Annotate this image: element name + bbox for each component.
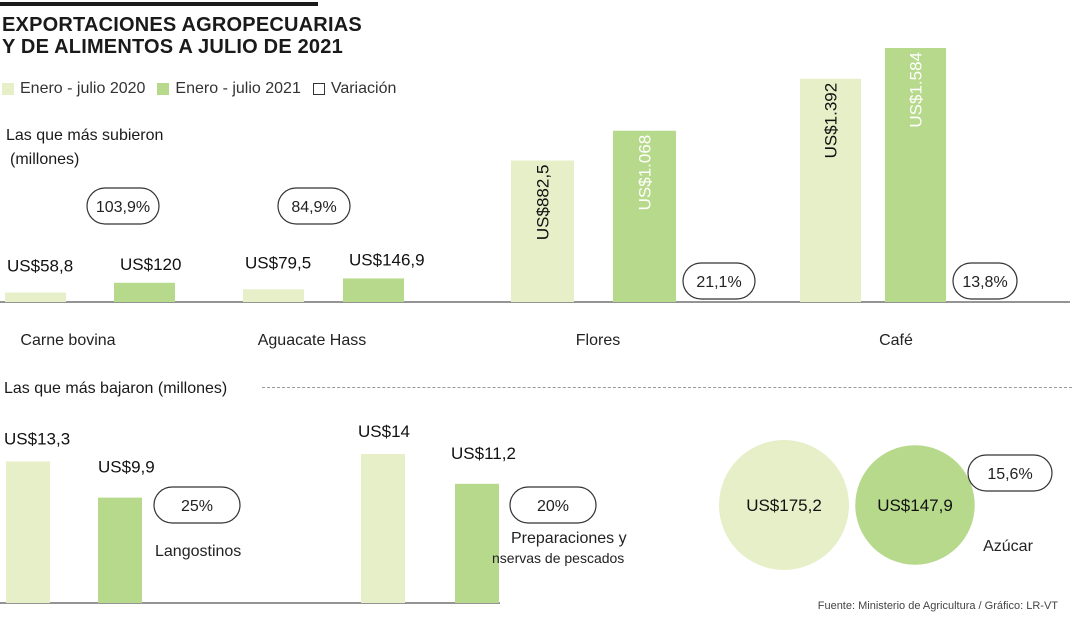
value-label-2020-0: US$58,8	[7, 257, 73, 276]
variation-0-label: 103,9%	[96, 199, 150, 216]
bar-2021-3	[885, 48, 946, 302]
legend-label-variation: Variación	[330, 80, 397, 97]
value-label-2021-2: US$1.068	[636, 135, 655, 211]
legend-label-2021: Enero - julio 2021	[175, 80, 301, 97]
down-value-label-2020-1: US$14	[358, 422, 410, 441]
bar-2021-2	[613, 130, 676, 302]
legend-swatch-2021	[157, 83, 170, 95]
value-label-2021-0: US$120	[120, 255, 181, 274]
down-variation-1-label: 20%	[537, 498, 569, 515]
down-value-label-2020-0: US$13,3	[4, 429, 70, 448]
value-label-2020-3: US$1.392	[822, 83, 841, 159]
down-variation-0-label: 25%	[181, 498, 213, 515]
chart-title: EXPORTACIONES AGROPECUARIAS Y DE ALIMENT…	[2, 14, 362, 58]
bar-2021-0	[114, 282, 175, 302]
title-line-2: Y DE ALIMENTOS A JULIO DE 2021	[2, 36, 343, 58]
section-divider	[262, 387, 1072, 388]
down-value-label-2021-0: US$9,9	[98, 458, 155, 477]
variation-0-pill	[86, 187, 160, 225]
down-category-label-0: Langostinos	[155, 543, 241, 560]
down-category-label-2: Azúcar	[983, 538, 1033, 555]
variation-2-label: 21,1%	[696, 274, 741, 291]
circle-2020-azucar	[719, 440, 849, 570]
value-label-2020-1: US$79,5	[245, 253, 311, 272]
variation-3-label: 13,8%	[962, 274, 1007, 291]
category-label-2: Flores	[576, 332, 620, 349]
bar-2020-3	[800, 78, 861, 303]
down-category-label-1b: nservas de pescados	[492, 550, 624, 566]
value-label-2021-1: US$146,9	[349, 250, 425, 269]
down-bar-2020-1	[361, 454, 405, 603]
variation-1-pill	[277, 187, 351, 225]
circle-label-2021-azucar: US$147,9	[877, 496, 953, 515]
section-up-line-1: Las que más subieron	[6, 127, 164, 144]
variation-3-pill	[952, 262, 1018, 300]
value-label-2021-3: US$1.584	[907, 52, 926, 128]
legend-item-2021: Enero - julio 2021	[157, 80, 301, 98]
title-rule	[0, 2, 318, 6]
bar-2021-1	[343, 278, 404, 302]
rising-chart: US$58,8 US$120 Carne bovina 103,9% US$79,5 US…	[0, 48, 1070, 349]
section-down-title: Las que más bajaron (millones)	[4, 380, 228, 397]
down-bar-2020-0	[6, 461, 50, 603]
circle-label-2020-azucar: US$175,2	[746, 496, 822, 515]
down-variation-1-pill	[509, 486, 597, 524]
legend-item-variation: Variación	[312, 80, 397, 98]
bar-2020-2	[511, 160, 574, 302]
bar-2020-0	[5, 292, 66, 302]
down-category-label-1a: Preparaciones y	[511, 530, 627, 547]
down-bar-2021-1	[455, 483, 499, 603]
section-up-title: Las que más subieron (millones)	[6, 124, 163, 172]
bar-2020-1	[243, 289, 304, 302]
legend-swatch-variation	[312, 83, 325, 95]
variation-2-pill	[682, 262, 756, 300]
title-line-1: EXPORTACIONES AGROPECUARIAS	[2, 14, 362, 36]
legend: Enero - julio 2020 Enero - julio 2021 Va…	[2, 78, 408, 100]
legend-label-2020: Enero - julio 2020	[20, 80, 146, 97]
variation-1-label: 84,9%	[291, 199, 336, 216]
falling-chart: US$13,3 US$9,9 US$14 US$11,2 Langostinos Prep…	[0, 422, 1053, 604]
down-value-label-2021-1: US$11,2	[451, 444, 516, 463]
section-up-line-2: (millones)	[10, 151, 80, 168]
legend-swatch-2020	[2, 83, 14, 95]
down-bar-2021-0	[98, 497, 142, 603]
source-note: Fuente: Ministerio de Agricultura / Gráf…	[817, 600, 1058, 612]
down-variation-2-pill	[967, 454, 1053, 492]
category-label-3: Café	[879, 332, 913, 349]
down-variation-2-label: 15,6%	[987, 466, 1032, 483]
legend-item-2020: Enero - julio 2020	[2, 80, 145, 98]
circle-2021-azucar	[855, 445, 975, 565]
category-label-1: Aguacate Hass	[258, 332, 367, 349]
value-label-2020-2: US$882,5	[534, 164, 553, 240]
down-variation-0-pill	[153, 486, 241, 524]
category-label-0: Carne bovina	[20, 332, 115, 349]
